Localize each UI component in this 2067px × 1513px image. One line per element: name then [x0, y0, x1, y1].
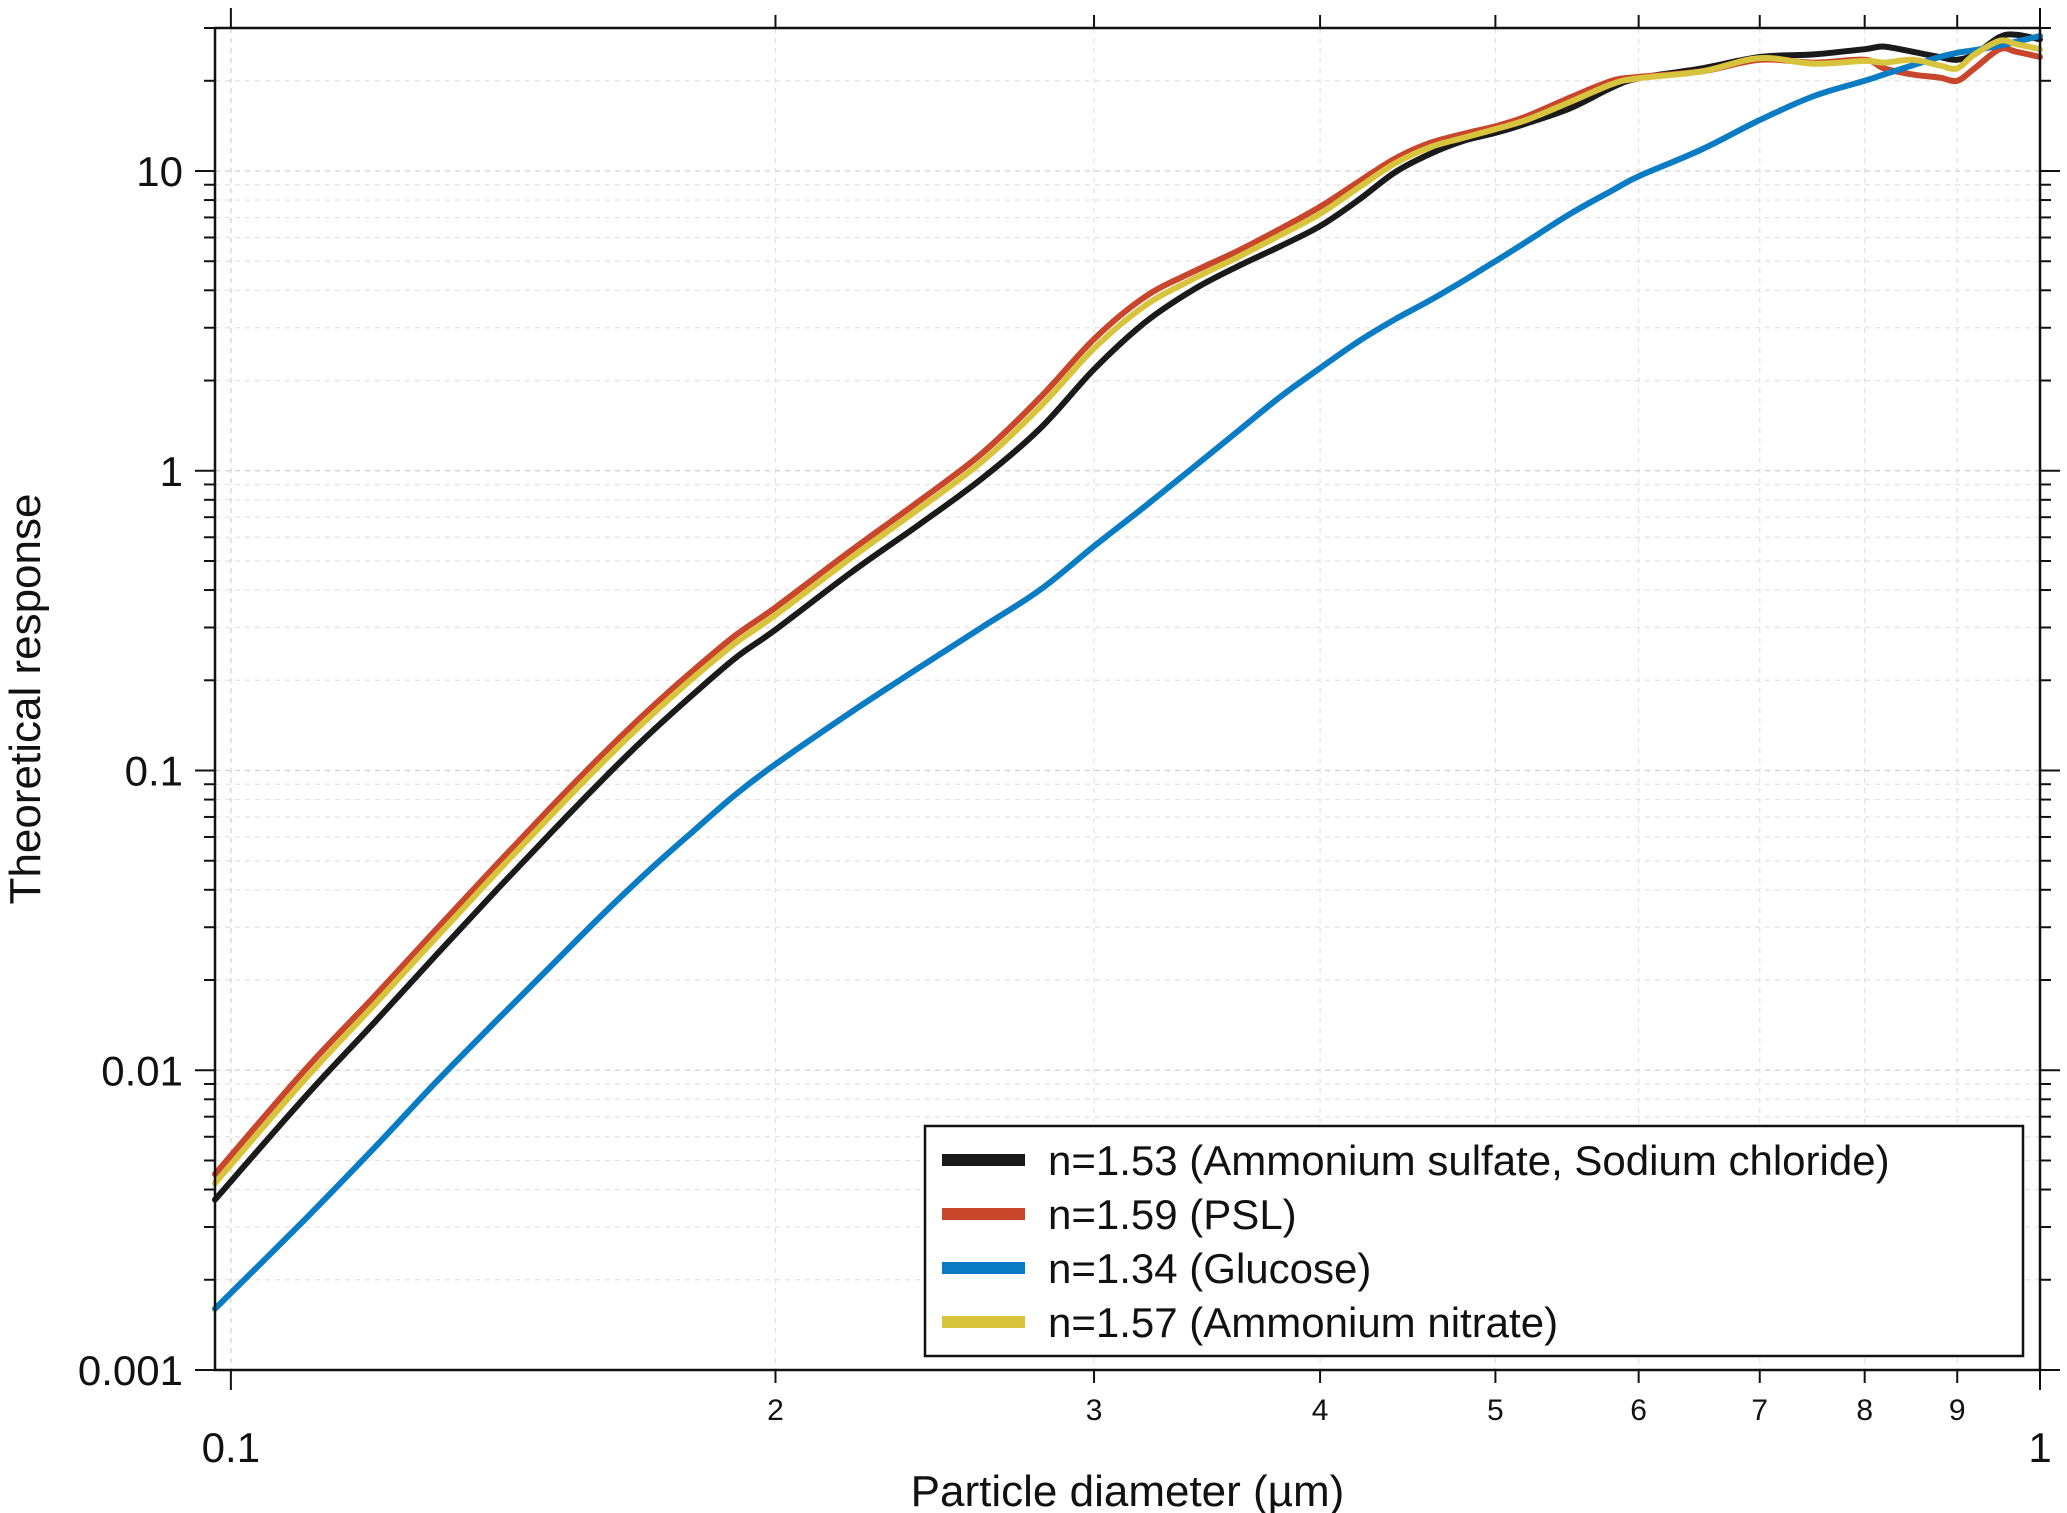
x-minor-tick-label: 3: [1086, 1394, 1103, 1427]
tick-labels: 0.001 0.01 0.1 1 10 0.1 1 2 3 4 5 6 7 8 9: [78, 148, 2052, 1471]
plot-frame: [213, 26, 2042, 1372]
legend-label-3: n=1.57 (Ammonium nitrate): [1048, 1299, 1558, 1346]
series-line-1: [212, 45, 2043, 1178]
y-axis-title: Theoretical response: [1, 494, 50, 905]
y-tick-label: 0.001: [78, 1347, 183, 1394]
legend-box: [923, 1124, 2025, 1358]
axis-ticks: [195, 8, 2060, 1390]
legend-label-0: n=1.53 (Ammonium sulfate, Sodium chlorid…: [1048, 1137, 1890, 1184]
y-tick-label: 10: [136, 148, 183, 195]
legend-label-1: n=1.59 (PSL): [1048, 1191, 1297, 1238]
series-line-3: [212, 37, 2043, 1187]
legend-items: n=1.53 (Ammonium sulfate, Sodium chlorid…: [942, 1137, 1890, 1346]
x-major-tick-label: 0.1: [202, 1424, 260, 1471]
series-line-0: [212, 31, 2043, 1203]
x-major-tick-label: 1: [2028, 1424, 2051, 1471]
y-tick-label: 0.01: [101, 1047, 183, 1094]
y-tick-label: 1: [160, 448, 183, 495]
series-line-2: [212, 33, 2043, 1312]
x-minor-tick-label: 2: [767, 1394, 784, 1427]
x-minor-tick-label: 8: [1856, 1394, 1873, 1427]
y-tick-label: 0.1: [125, 748, 183, 795]
x-minor-tick-label: 4: [1312, 1394, 1329, 1427]
legend-label-2: n=1.34 (Glucose): [1048, 1245, 1371, 1292]
x-minor-tick-label: 7: [1751, 1394, 1768, 1427]
x-minor-tick-label: 5: [1487, 1394, 1504, 1427]
legend: n=1.53 (Ammonium sulfate, Sodium chlorid…: [923, 1124, 2025, 1358]
x-axis-title: Particle diameter (µm): [911, 1467, 1345, 1513]
series-lines: [212, 31, 2043, 1312]
x-minor-tick-label: 6: [1630, 1394, 1647, 1427]
x-minor-tick-label: 9: [1949, 1394, 1966, 1427]
